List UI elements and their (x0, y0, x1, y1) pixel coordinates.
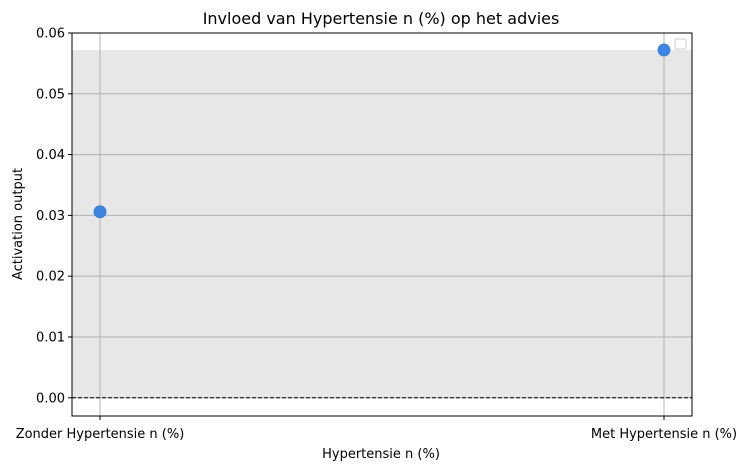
y-tick-label: 0.05 (36, 87, 65, 102)
plot-area: 0.00 0.01 0.02 0.03 0.04 0.05 0.06 Zonder Hyper… (16, 27, 737, 443)
plot-frame (71, 32, 693, 417)
y-tick-label: 0.00 (36, 391, 65, 406)
legend-box (674, 38, 687, 50)
x-tick-label: Zonder Hypertensie n (%) (16, 427, 185, 442)
shaded-band (72, 50, 692, 398)
x-tick-label: Met Hypertensie n (%) (591, 427, 737, 442)
data-point (657, 43, 671, 57)
y-axis-label: Activation output (11, 168, 26, 280)
y-tick-label: 0.02 (36, 270, 65, 285)
y-tick-label: 0.04 (36, 148, 65, 163)
x-axis-label: Hypertensie n (%) (322, 447, 440, 462)
y-tick-label: 0.03 (36, 209, 65, 224)
y-tick-label: 0.01 (36, 330, 65, 345)
chart-title: Invloed van Hypertensie n (%) op het adv… (203, 9, 560, 28)
y-tick-label: 0.06 (36, 27, 65, 42)
data-point (93, 205, 107, 219)
